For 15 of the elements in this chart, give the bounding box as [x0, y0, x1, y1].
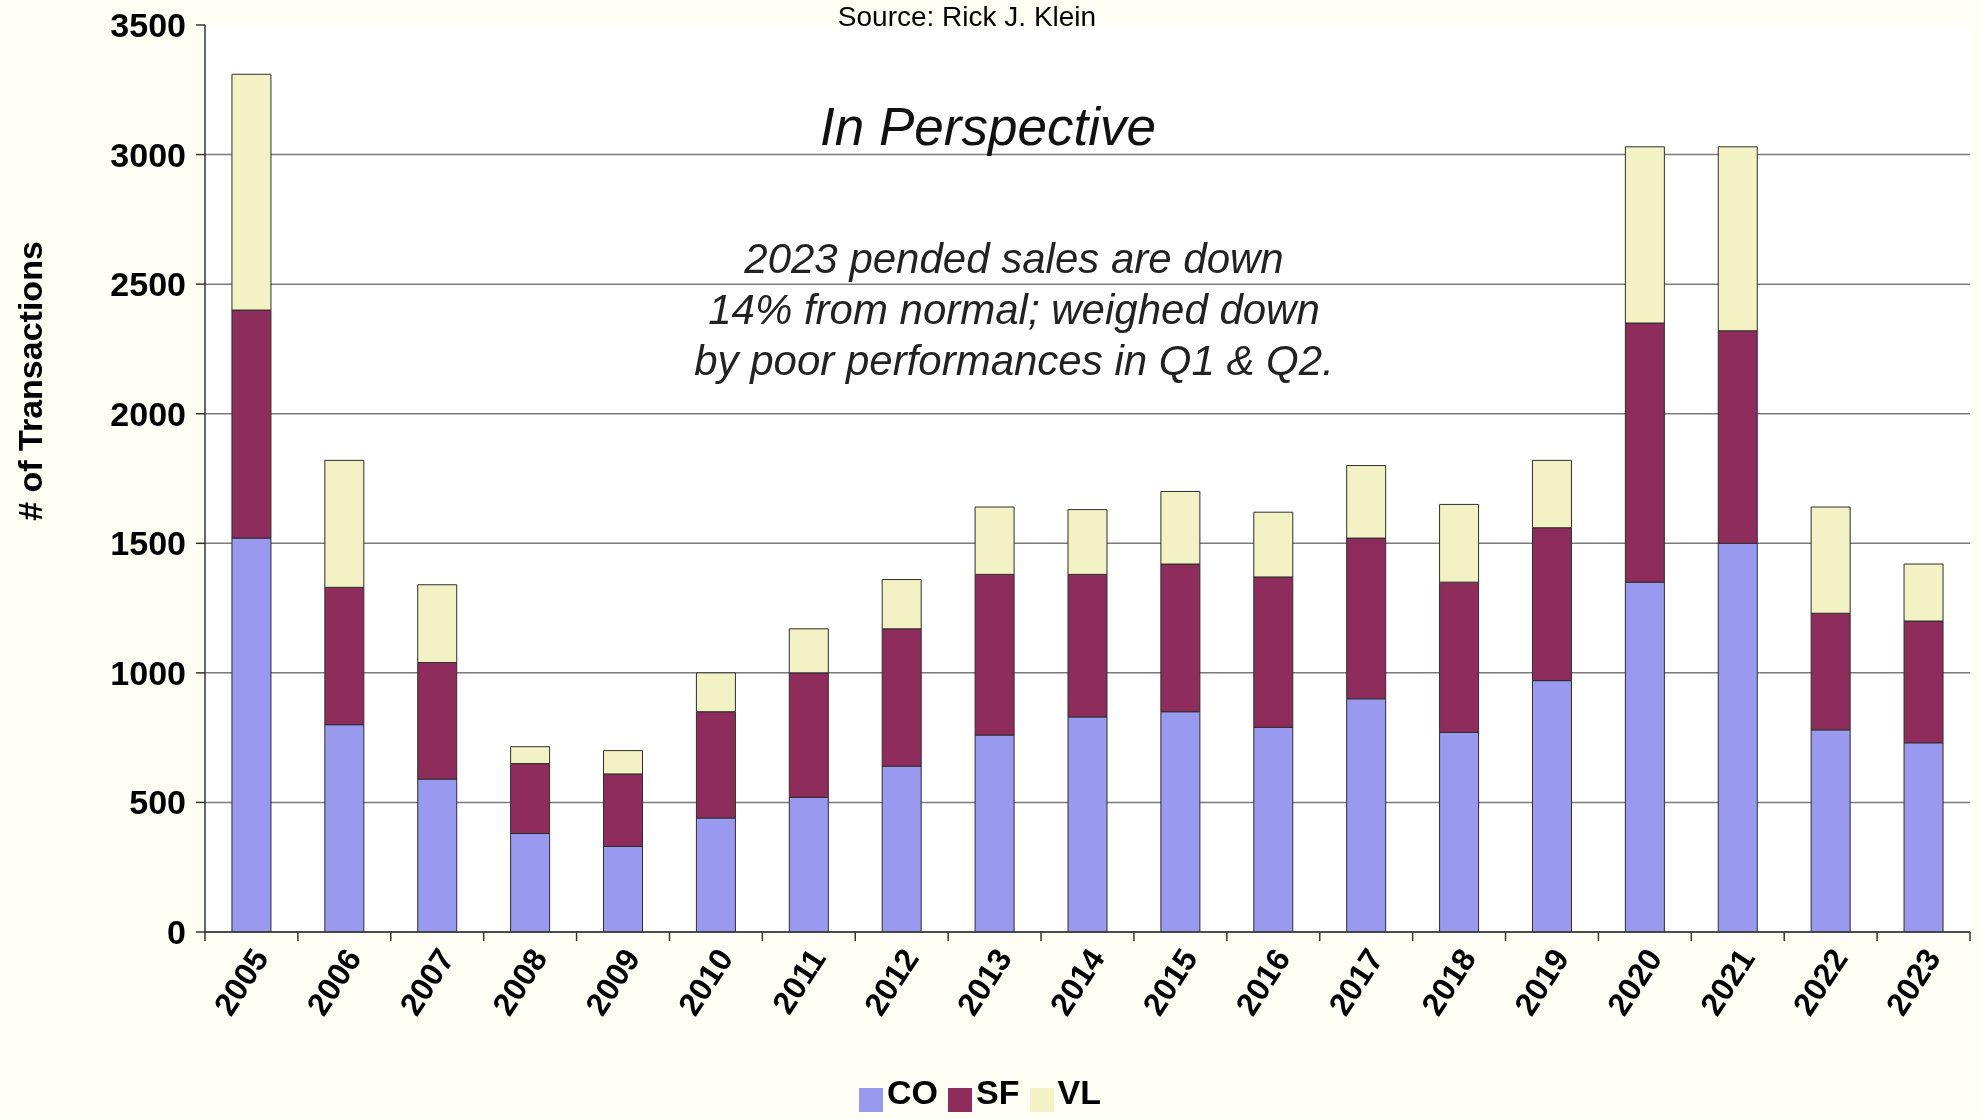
legend-label: VL: [1057, 1073, 1101, 1111]
y-tick-label: 3000: [110, 135, 186, 174]
y-tick-label: 1000: [110, 653, 186, 692]
legend-label: SF: [976, 1073, 1020, 1111]
annotation: Source: Rick J. Klein: [837, 0, 1097, 34]
y-tick-label: 0: [167, 913, 186, 952]
y-tick-label: 1500: [110, 524, 186, 563]
text: In Perspective: [820, 95, 1156, 157]
legend-label: CO: [887, 1073, 939, 1111]
y-tick-label: 2500: [110, 265, 186, 304]
y-tick-label: 500: [129, 783, 186, 822]
y-axis-title: # of Transactions: [10, 241, 50, 521]
y-tick-label: 2000: [110, 394, 186, 433]
y-tick-label: 3500: [110, 6, 186, 45]
annotation: 2023 pended sales are down 14% from normal; weighed down by poor performances in Q1 & Q2.: [694, 234, 1334, 387]
